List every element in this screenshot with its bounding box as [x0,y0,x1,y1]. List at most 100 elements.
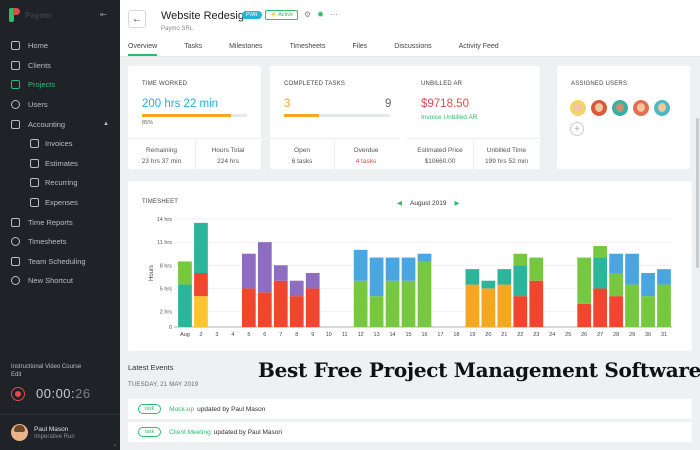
tab-timesheets[interactable]: Timesheets [289,43,326,50]
divider [334,138,335,170]
video-course-label[interactable]: Instructional Video Course Edit [11,363,81,379]
avatar[interactable] [633,100,649,116]
event-row[interactable]: task Mock-up updated by Paul Mason [128,399,692,419]
tab-discussions[interactable]: Discussions [394,43,432,50]
sidebar-nav: Home Clients Projects Users Accounting ▲ Invoi… [0,36,120,291]
status-text: Active [278,12,294,18]
event-row[interactable]: task Client Meeting updated by Paul Maso… [128,422,692,442]
collapse-sidebar-icon[interactable]: ⇤ [100,10,107,19]
sidebar-item-new-shortcut[interactable]: New Shortcut [0,271,120,291]
bar-segment [194,296,208,327]
sidebar-item-label: Accounting [28,119,66,129]
prev-month-icon[interactable]: ◀ [397,200,402,207]
tab-files[interactable]: Files [352,43,368,50]
bar-segment [194,222,208,273]
stat-value: 4 tasks [355,158,377,165]
tab-overview[interactable]: Overview [128,43,158,56]
bar-segment [641,273,655,297]
stat-label: Unbilled Time [486,147,527,154]
sidebar-item-time-reports[interactable]: Time Reports [0,212,120,232]
sidebar-item-team-scheduling[interactable]: Team Scheduling [0,252,120,272]
card-title: UNBILLED AR [421,81,463,87]
y-tick-label: 14 hrs [157,217,173,223]
bar-segment [609,253,623,273]
next-month-icon[interactable]: ▶ [454,200,460,207]
bar-segment [513,296,528,327]
x-tick-label: 10 [326,332,332,338]
logo-text: Paymo [25,10,52,20]
bar-segment [641,296,655,327]
face [658,103,666,112]
edit-link[interactable]: Edit [11,372,22,378]
bar-segment [178,261,192,285]
bar-segment [657,284,671,327]
sidebar-item-label: Invoices [45,139,73,149]
sidebar-item-timesheets[interactable]: Timesheets [0,232,120,252]
x-tick-label: 18 [453,332,459,338]
project-tabs: Overview Tasks Milestones Timesheets Files Di… [128,43,526,56]
x-tick-label: 4 [231,332,234,338]
user-name: Paul Mason [34,425,69,433]
bar-segment [194,273,208,297]
sidebar-item-label: Users [28,100,48,110]
bar-segment [273,265,288,281]
y-tick-label: 0 [169,325,172,331]
chevron-left-icon[interactable]: ‹ [114,443,116,449]
bar-segment [481,288,496,327]
sidebar-item-label: Projects [28,80,56,90]
record-button[interactable] [11,386,25,401]
chart-icon [11,217,20,227]
sidebar-item-projects[interactable]: Projects [0,75,120,95]
sidebar-item-home[interactable]: Home [0,36,120,56]
x-tick-label: 21 [501,332,507,338]
sidebar-item-invoices[interactable]: Invoices [0,134,120,154]
chevron-up-icon[interactable]: ▲ [103,121,109,128]
chart-title: TIMESHEET [142,199,179,205]
bar-segment [385,280,400,327]
sidebar-item-expenses[interactable]: Expenses [0,193,120,213]
accounting-icon [11,119,20,129]
x-tick-label: 30 [645,332,651,338]
expense-icon [30,198,39,208]
sidebar-item-users[interactable]: Users [0,95,120,115]
add-user-button[interactable]: + [570,122,584,136]
scrollbar[interactable] [696,118,699,268]
tab-activity-feed[interactable]: Activity Feed [458,43,499,50]
bar-segment [273,280,288,327]
sidebar-item-estimates[interactable]: Estimates [0,154,120,174]
tab-tasks[interactable]: Tasks [184,43,203,50]
user-profile[interactable]: Paul Mason Imperative Run ‹ [0,414,120,450]
gear-icon[interactable]: ⚙ [304,10,312,19]
x-tick-label: 19 [469,332,475,338]
clients-icon [11,60,20,70]
hours-total-stat: Hours Total 224 hrs [195,145,261,167]
calendar-icon [11,256,20,266]
overlay-caption: Best Free Project Management Software [258,358,700,382]
main-area: ← Website Redesign PWR ⚡ Active ⚙ ✹ ⋯ Pa… [120,0,700,450]
sidebar-item-label: Recurring [45,178,78,188]
clock-icon [11,237,20,247]
sidebar-item-accounting[interactable]: Accounting ▲ [0,114,120,134]
bar-segment [257,292,272,327]
event-link[interactable]: Client Meeting [169,428,211,436]
more-icon[interactable]: ⋯ [329,10,338,19]
video-course-text[interactable]: Instructional Video Course [11,364,82,370]
task-tag: task [138,404,162,414]
sidebar-item-recurring[interactable]: Recurring [0,173,120,193]
y-tick-label: 2 hrs [160,310,172,316]
settings-gear-icon[interactable]: ✹ [317,10,324,19]
timer: 00:00:26 [11,386,91,401]
status-badge[interactable]: ⚡ Active [265,10,299,20]
task-tag: task [138,427,162,437]
logo[interactable]: Paymo [9,8,51,22]
divider [195,138,196,170]
sidebar-item-clients[interactable]: Clients [0,56,120,76]
stat-value: 6 tasks [291,158,313,165]
avatar[interactable] [612,100,628,116]
avatar[interactable] [570,100,586,116]
avatar[interactable] [591,100,607,116]
tab-milestones[interactable]: Milestones [229,43,263,50]
back-button[interactable]: ← [128,10,146,28]
event-link[interactable]: Mock-up [169,405,195,413]
avatar[interactable] [654,100,670,116]
